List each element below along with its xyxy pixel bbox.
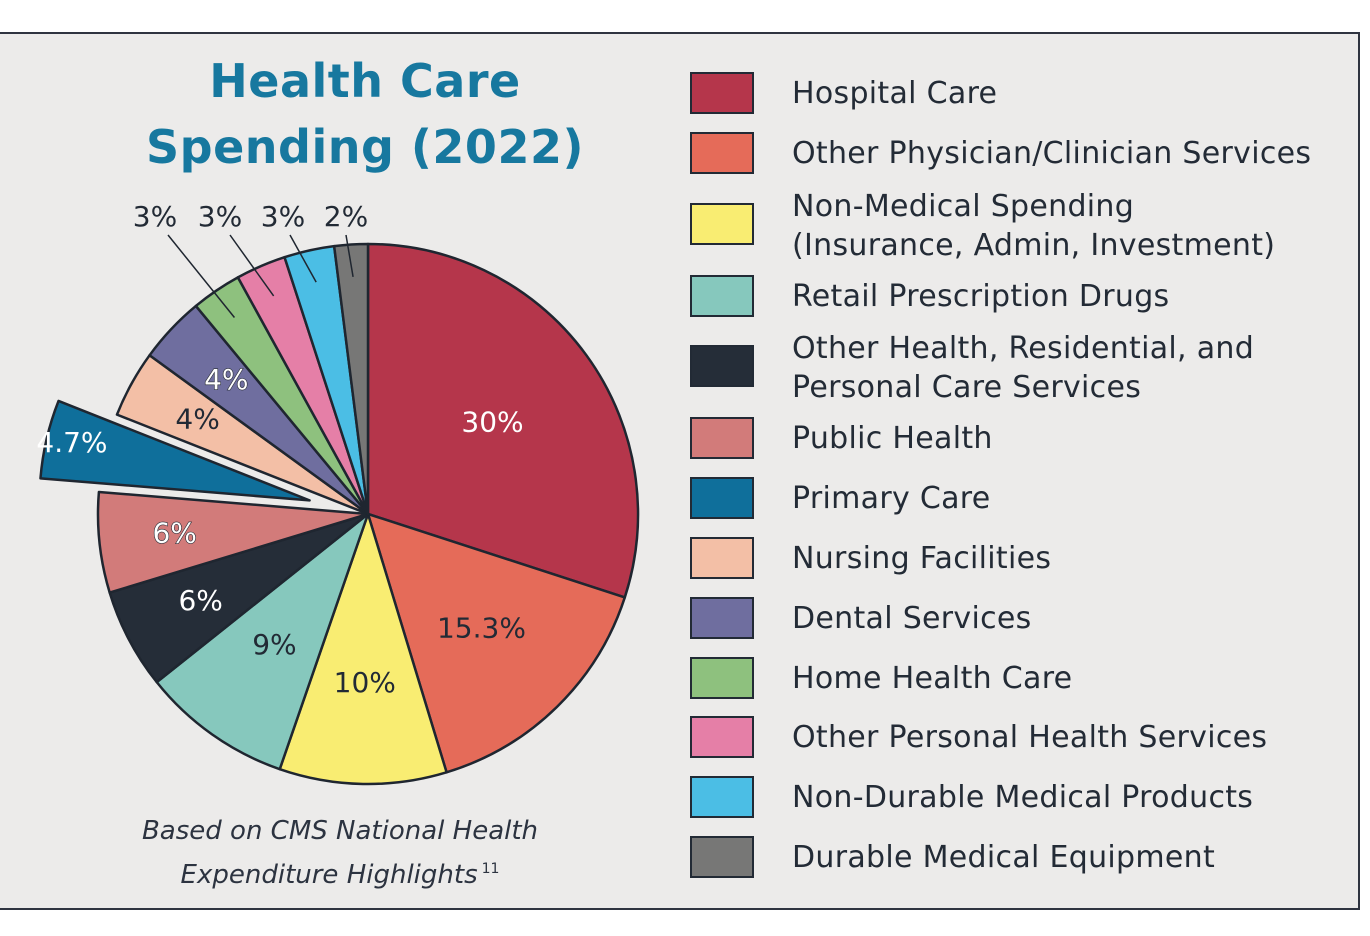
legend-item: Primary Care bbox=[690, 477, 1350, 527]
legend-swatch bbox=[690, 275, 754, 317]
slice-label-other-personal-health-services: 3% bbox=[198, 200, 242, 233]
pie-slice-public-health bbox=[96, 490, 370, 594]
legend-item: Non-Durable Medical Products bbox=[690, 776, 1350, 826]
legend-item: Durable Medical Equipment bbox=[690, 836, 1350, 886]
slice-label-primary-care: 4.7% bbox=[36, 426, 107, 459]
pie-slice-retail-prescription-drugs bbox=[155, 512, 370, 771]
legend-item: Other Health, Residential, and Personal … bbox=[690, 331, 1350, 405]
legend-swatch bbox=[690, 132, 754, 174]
source-line-1: Based on CMS National Health bbox=[141, 816, 539, 846]
source-reference: 11 bbox=[481, 861, 500, 877]
slice-label-public-health: 6% bbox=[152, 517, 196, 550]
legend-label: Home Health Care bbox=[792, 661, 1073, 696]
legend-item: Home Health Care bbox=[690, 657, 1350, 707]
slice-label-retail-prescription-drugs: 9% bbox=[252, 628, 296, 661]
legend-label: Primary Care bbox=[792, 481, 991, 516]
pie-slice-hospital-care bbox=[366, 242, 640, 599]
legend-label: Nursing Facilities bbox=[792, 541, 1052, 576]
legend-swatch bbox=[690, 657, 754, 699]
legend-label: Durable Medical Equipment bbox=[792, 840, 1216, 875]
slice-label-non-durable-medical-products: 3% bbox=[261, 200, 305, 233]
legend-label: Non-Medical Spending (Insurance, Admin, … bbox=[792, 189, 1276, 263]
legend-swatch bbox=[690, 776, 754, 818]
legend-item: Dental Services bbox=[690, 597, 1350, 647]
legend-label: Non-Durable Medical Products bbox=[792, 780, 1254, 815]
legend-swatch bbox=[690, 597, 754, 639]
legend-label: Public Health bbox=[792, 421, 993, 456]
leader-line bbox=[167, 234, 236, 318]
legend-label: Dental Services bbox=[792, 601, 1032, 636]
pie-slice-non-medical-spending-insurance-admin-investment bbox=[278, 512, 448, 786]
legend-item: Hospital Care bbox=[690, 72, 1350, 122]
legend-item: Other Physician/Clinician Services bbox=[690, 132, 1350, 182]
legend-label: Other Personal Health Services bbox=[792, 720, 1268, 755]
chart-title-line-1: Health Care bbox=[209, 54, 521, 108]
legend-swatch bbox=[690, 203, 754, 245]
legend-swatch bbox=[690, 417, 754, 459]
legend-swatch bbox=[690, 537, 754, 579]
legend-label: Other Health, Residential, and Personal … bbox=[792, 331, 1255, 405]
chart-title: Health Care Spending (2022) bbox=[110, 48, 620, 180]
legend-label: Hospital Care bbox=[792, 76, 998, 111]
pie-slice-durable-medical-equipment bbox=[332, 242, 370, 516]
legend-swatch bbox=[690, 345, 754, 387]
legend-item: Nursing Facilities bbox=[690, 537, 1350, 587]
slice-label-hospital-care: 30% bbox=[461, 406, 523, 439]
legend-item: Retail Prescription Drugs bbox=[690, 275, 1350, 325]
chart-title-line-2: Spending (2022) bbox=[146, 120, 584, 174]
slice-label-other-health-residential-and-personal-care-services: 6% bbox=[178, 584, 222, 617]
slice-label-non-medical-spending-insurance-admin-investment: 10% bbox=[334, 666, 396, 699]
slice-label-nursing-facilities: 4% bbox=[175, 402, 219, 435]
slice-label-home-health-care: 3% bbox=[133, 200, 177, 233]
source-line-2-text: Expenditure Highlights bbox=[180, 860, 478, 890]
leader-line bbox=[229, 234, 275, 297]
legend-item: Other Personal Health Services bbox=[690, 716, 1350, 766]
legend-swatch bbox=[690, 836, 754, 878]
legend-label: Retail Prescription Drugs bbox=[792, 279, 1170, 314]
slice-label-other-physician-clinician-services: 15.3% bbox=[437, 612, 526, 645]
legend-swatch bbox=[690, 72, 754, 114]
pie-slice-primary-care bbox=[39, 399, 311, 502]
pie-slice-other-physician-clinician-services bbox=[366, 512, 627, 774]
legend-label: Other Physician/Clinician Services bbox=[792, 136, 1312, 171]
slice-label-dental-services: 4% bbox=[204, 363, 248, 396]
source-note: Based on CMS National Health Expenditure… bbox=[90, 812, 590, 894]
source-line-2: Expenditure Highlights 11 bbox=[90, 850, 590, 894]
leader-line bbox=[345, 234, 354, 277]
legend-item: Non-Medical Spending (Insurance, Admin, … bbox=[690, 189, 1350, 263]
leader-line bbox=[289, 234, 317, 283]
legend-swatch bbox=[690, 716, 754, 758]
slice-label-durable-medical-equipment: 2% bbox=[324, 200, 368, 233]
legend-swatch bbox=[690, 477, 754, 519]
legend-item: Public Health bbox=[690, 417, 1350, 467]
